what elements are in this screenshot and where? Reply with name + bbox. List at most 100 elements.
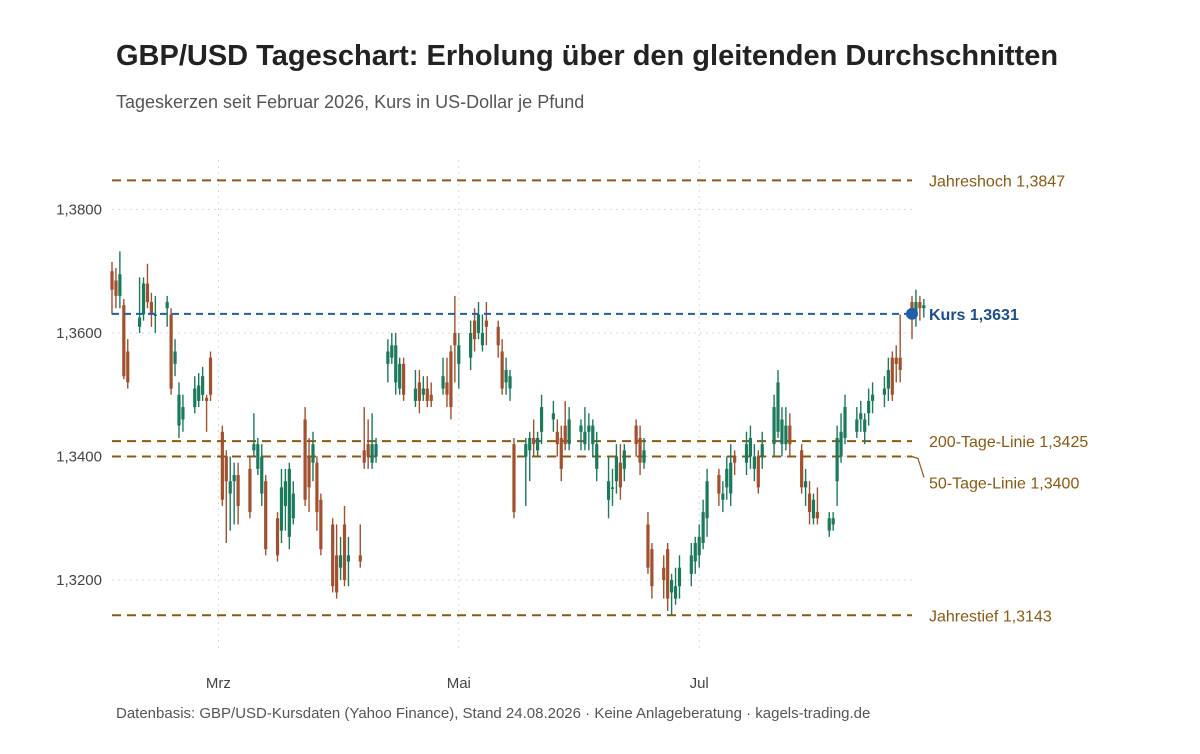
candle (744, 431, 749, 476)
candle-body (335, 555, 339, 593)
candle-body (670, 580, 674, 593)
candle-body (914, 302, 918, 315)
candle-body (342, 524, 347, 581)
candle (413, 370, 418, 408)
candle (831, 512, 835, 531)
candle-body (689, 555, 693, 574)
candle-body (338, 555, 343, 568)
candle (729, 444, 733, 506)
candle (472, 308, 477, 352)
chart-subtitle: Tageskerzen seit Februar 2026, Kurs in U… (116, 92, 585, 112)
candle (882, 376, 887, 408)
candle (689, 542, 693, 587)
candle (670, 573, 674, 616)
candle-body (800, 450, 804, 488)
candle (788, 413, 792, 457)
candle-body (264, 481, 268, 550)
candle-body (457, 345, 461, 364)
candle-body (918, 302, 922, 309)
candle-body (122, 305, 126, 377)
y-axis: 1,3200 1,3400 1,3600 1,3800 (56, 201, 102, 589)
candle (445, 357, 449, 408)
candle (173, 339, 177, 377)
candle-body (236, 475, 240, 506)
candle-body (303, 419, 307, 500)
candle-body (803, 481, 808, 488)
candle-body (224, 456, 228, 482)
candle (914, 289, 918, 327)
candle-body (252, 444, 256, 451)
candle (579, 419, 583, 451)
candle (717, 468, 721, 506)
candle-body (110, 271, 114, 290)
candle (591, 419, 595, 457)
candle-body (859, 413, 863, 420)
candle (610, 468, 615, 506)
candle-body (208, 357, 213, 395)
candle-body (539, 407, 544, 432)
candle (587, 413, 591, 451)
candle-body (760, 444, 764, 457)
candle-body (228, 481, 232, 494)
candle-body (536, 437, 540, 451)
level-label: Jahrestief 1,3143 (929, 608, 1052, 625)
current-price: Kurs 1,3631 (112, 307, 1019, 324)
candle-body (815, 512, 820, 519)
candle-body (855, 419, 859, 432)
candle (201, 366, 205, 401)
candle (114, 268, 118, 309)
candle-body (311, 444, 315, 463)
candle-body (398, 363, 402, 389)
candle-body (776, 382, 780, 432)
candle-body (256, 444, 260, 469)
candle (149, 292, 154, 327)
candle (539, 394, 544, 445)
candle (551, 400, 555, 432)
candle (137, 277, 142, 333)
candle-body (606, 481, 611, 500)
candle-body (579, 425, 583, 432)
candle-body (595, 444, 599, 469)
candle-body (591, 425, 595, 445)
candle (429, 382, 433, 408)
candle (721, 481, 725, 513)
candle-body (650, 549, 654, 587)
candle (204, 394, 209, 432)
x-tick-label: Mrz (206, 675, 231, 692)
candle-body (421, 388, 425, 395)
candle-body (898, 357, 902, 371)
candle (287, 462, 291, 550)
candle (122, 298, 126, 380)
candle-body (788, 425, 792, 445)
candle-body (260, 456, 264, 494)
candle (315, 456, 319, 531)
candle (890, 351, 894, 401)
candle-body (496, 326, 500, 346)
candle-body (472, 320, 477, 340)
candle-body (181, 407, 185, 420)
level-lines: Jahreshoch 1,3847 200-Tage-Linie 1,3425 50… (112, 173, 1088, 625)
candle-body (646, 524, 650, 568)
label-connector (911, 455, 925, 478)
candle-body (362, 450, 366, 463)
candle (126, 339, 130, 389)
candle (863, 413, 867, 445)
candle-body (882, 388, 887, 395)
candle (248, 456, 252, 519)
candle-body (358, 555, 362, 562)
candle (839, 413, 843, 463)
candle (476, 302, 481, 340)
candle (725, 456, 729, 500)
candle (894, 345, 898, 383)
candle (827, 512, 831, 537)
candle-body (504, 370, 508, 383)
x-axis: Mrz Mai Jul (206, 675, 709, 692)
x-tick-label: Mai (447, 675, 471, 692)
candle (319, 493, 323, 556)
candle (918, 295, 922, 321)
candle-body (193, 388, 197, 408)
candle (342, 505, 347, 587)
candle (338, 536, 343, 581)
candle (815, 487, 820, 525)
candle (311, 431, 315, 482)
